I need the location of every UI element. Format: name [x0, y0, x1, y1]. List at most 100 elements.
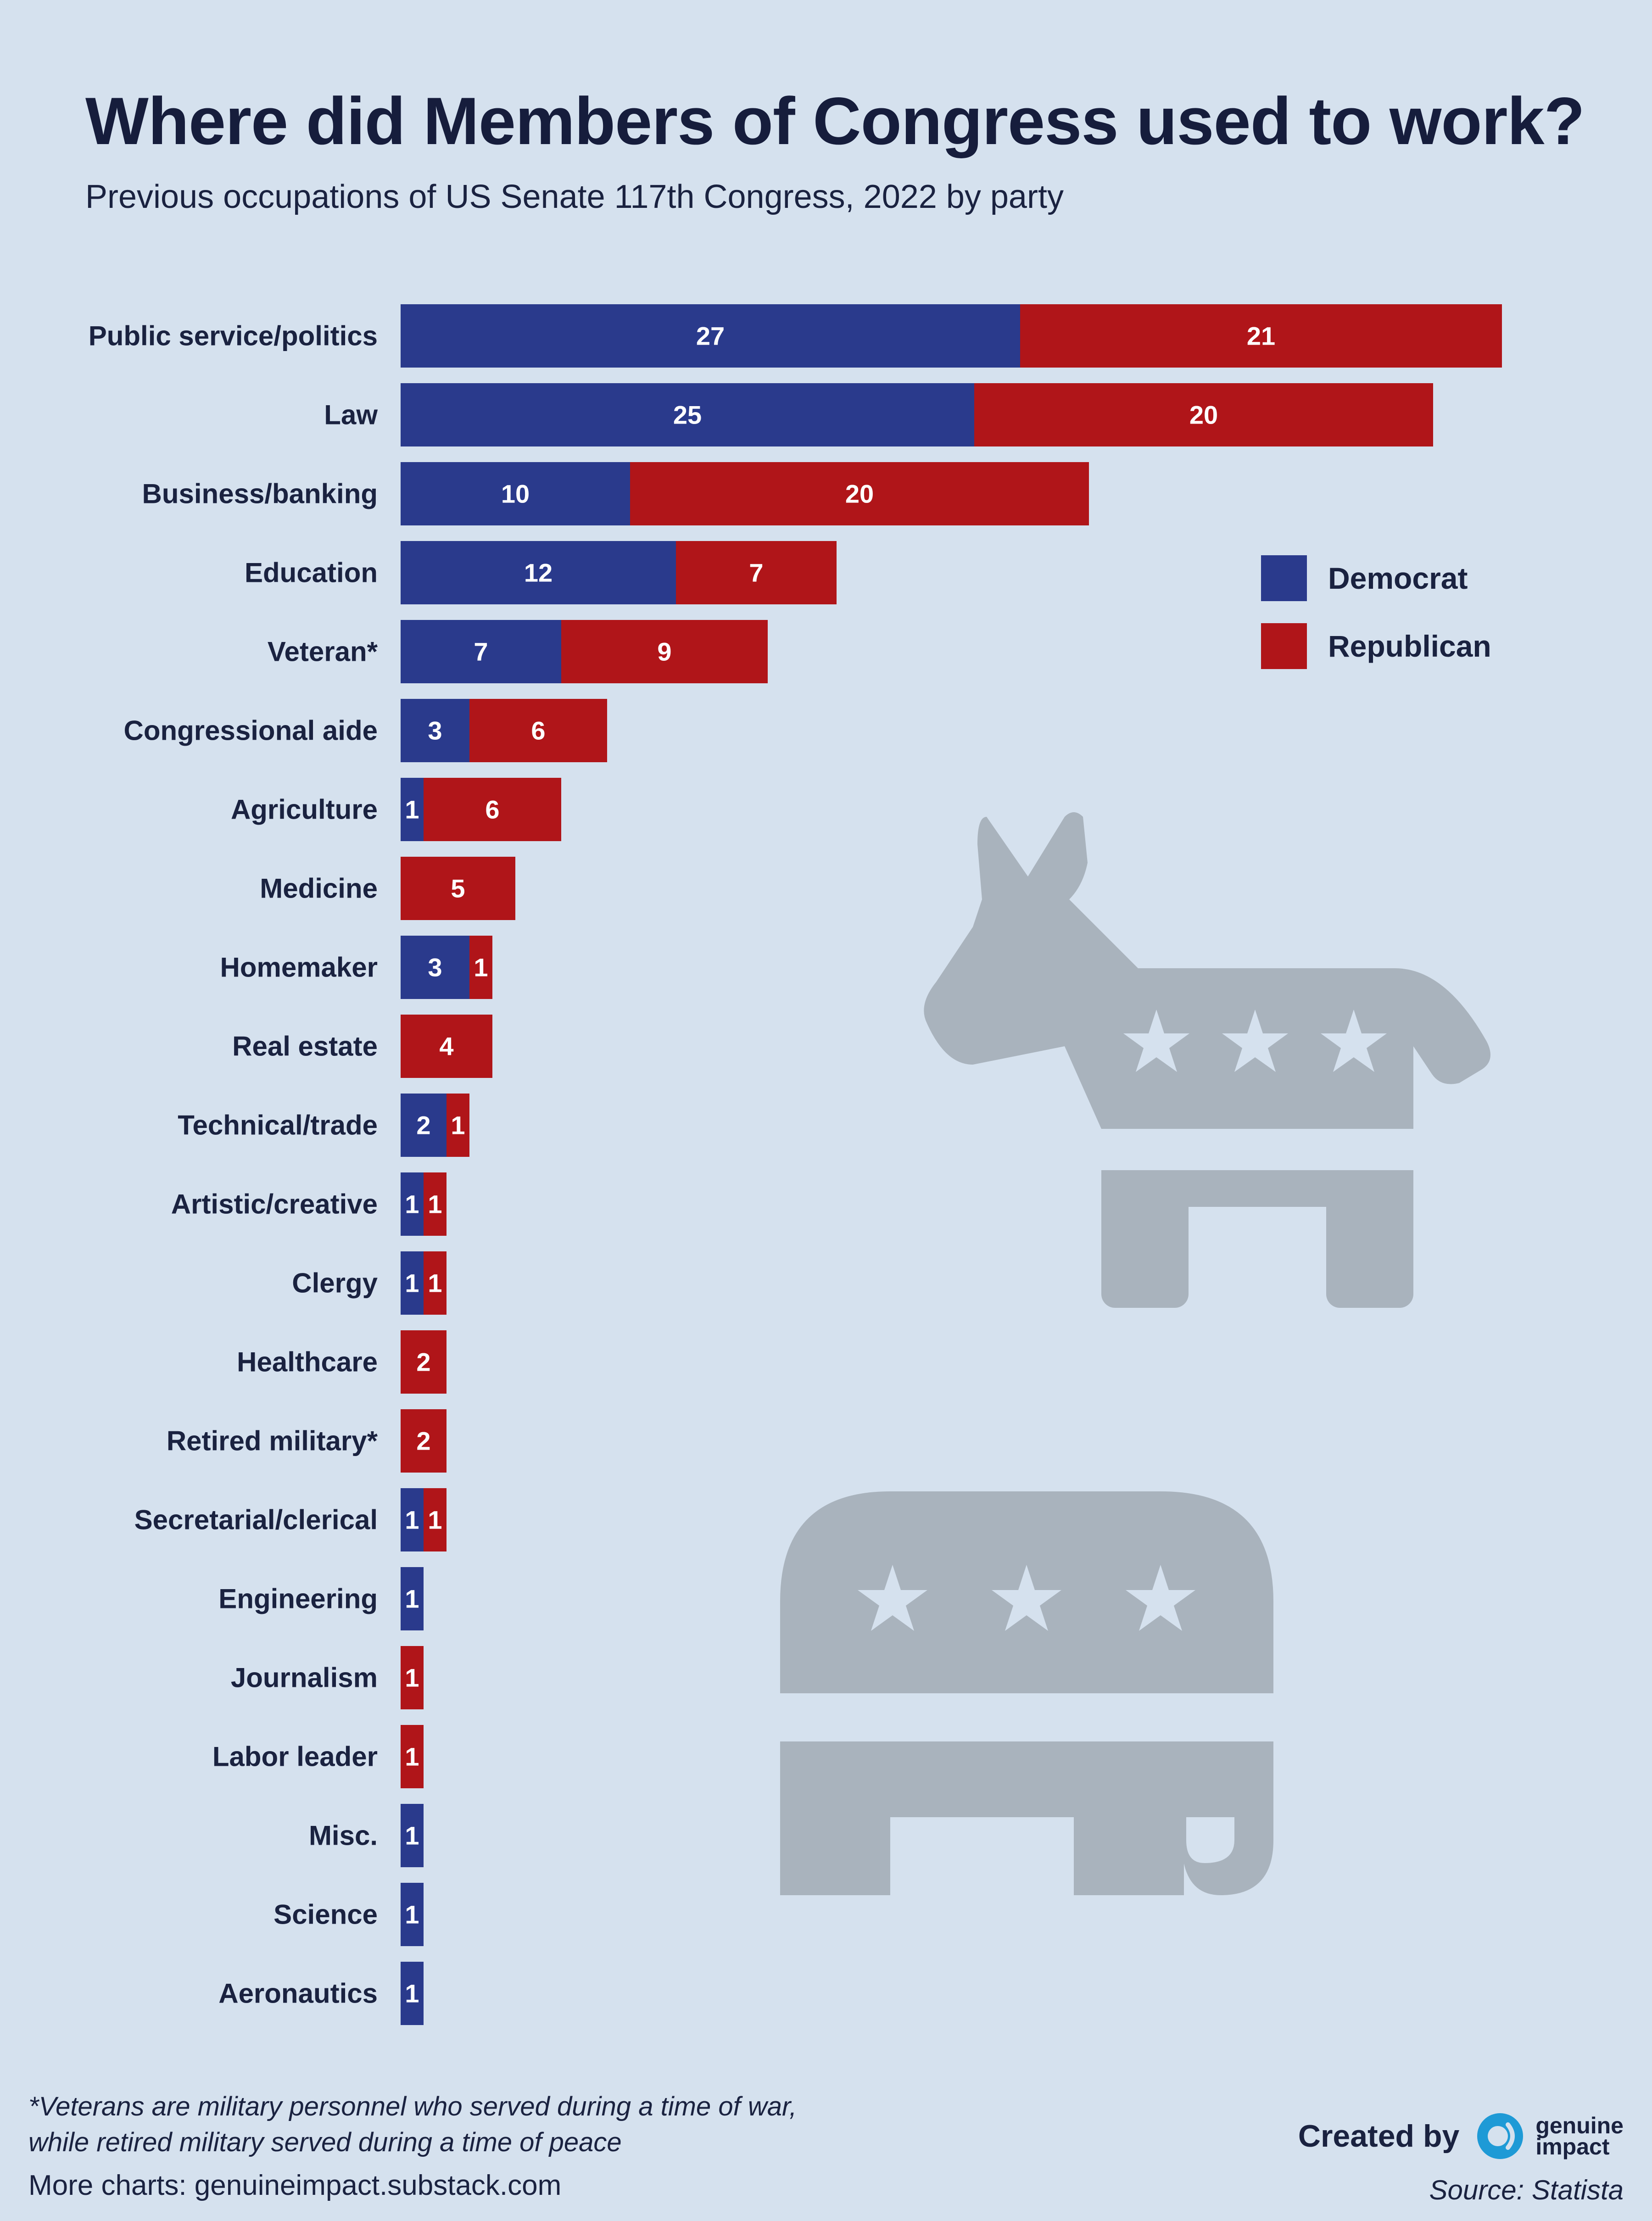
- bar-republican-congressional-aide: [469, 699, 607, 762]
- bar-republican-healthcare: [401, 1330, 446, 1394]
- value-label-republican-healthcare: 2: [416, 1348, 430, 1377]
- bar-democrat-aeronautics: [401, 1962, 424, 2025]
- category-label-agriculture: Agriculture: [231, 794, 378, 825]
- value-label-democrat-business-banking: 10: [501, 480, 530, 508]
- value-label-republican-education: 7: [749, 558, 763, 587]
- more-charts-link[interactable]: More charts: genuineimpact.substack.com: [28, 2170, 562, 2201]
- bar-democrat-misc: [401, 1804, 424, 1867]
- bar-democrat-agriculture: [401, 778, 424, 841]
- category-label-congressional-aide: Congressional aide: [124, 715, 378, 746]
- bar-republican-homemaker: [469, 936, 492, 999]
- category-label-secretarial-clerical: Secretarial/clerical: [134, 1505, 378, 1535]
- value-label-democrat-public-service-politics: 27: [696, 322, 725, 351]
- value-label-democrat-law: 25: [673, 401, 702, 430]
- value-label-republican-agriculture: 6: [485, 795, 499, 824]
- category-label-engineering: Engineering: [218, 1584, 378, 1614]
- brand-name: genuine impact: [1535, 2113, 1624, 2158]
- category-label-healthcare: Healthcare: [237, 1347, 378, 1378]
- value-label-republican-congressional-aide: 6: [531, 716, 545, 745]
- bar-democrat-business-banking: [401, 462, 630, 525]
- category-label-veteran: Veteran*: [268, 636, 378, 667]
- category-label-public-service-politics: Public service/politics: [89, 321, 378, 352]
- value-label-republican-retired-military: 2: [416, 1427, 430, 1456]
- value-label-republican-artistic-creative: 1: [428, 1190, 442, 1219]
- bar-republican-real-estate: [401, 1015, 492, 1078]
- bar-republican-agriculture: [424, 778, 561, 841]
- bar-republican-journalism: [401, 1646, 424, 1709]
- bar-republican-secretarial-clerical: [424, 1488, 446, 1551]
- bar-democrat-secretarial-clerical: [401, 1488, 424, 1551]
- value-label-democrat-misc: 1: [405, 1821, 419, 1850]
- legend-item-democrat: Democrat: [1261, 555, 1491, 601]
- legend-swatch-republican: [1261, 623, 1307, 669]
- value-label-democrat-veteran: 7: [474, 637, 488, 666]
- category-label-law: Law: [324, 400, 378, 430]
- value-label-democrat-education: 12: [524, 558, 553, 587]
- category-label-misc: Misc.: [309, 1820, 378, 1851]
- bar-democrat-clergy: [401, 1251, 424, 1315]
- value-label-republican-business-banking: 20: [845, 480, 874, 508]
- bar-republican-veteran: [561, 620, 768, 683]
- category-label-retired-military: Retired military*: [167, 1426, 378, 1456]
- bar-democrat-engineering: [401, 1567, 424, 1630]
- category-label-homemaker: Homemaker: [220, 952, 378, 983]
- value-label-republican-public-service-politics: 21: [1247, 322, 1275, 351]
- category-label-labor-leader: Labor leader: [212, 1741, 378, 1772]
- category-label-medicine: Medicine: [260, 873, 378, 904]
- value-label-democrat-aeronautics: 1: [405, 1979, 419, 2008]
- category-label-science: Science: [273, 1899, 378, 1930]
- bar-republican-law: [974, 383, 1433, 446]
- value-label-republican-secretarial-clerical: 1: [428, 1506, 442, 1535]
- value-label-democrat-secretarial-clerical: 1: [405, 1506, 419, 1535]
- footnote: *Veterans are military personnel who ser…: [28, 2092, 797, 2157]
- value-label-republican-medicine: 5: [451, 874, 465, 903]
- bar-democrat-science: [401, 1883, 424, 1946]
- value-label-republican-veteran: 9: [657, 637, 671, 666]
- bar-democrat-congressional-aide: [401, 699, 469, 762]
- bar-democrat-artistic-creative: [401, 1172, 424, 1236]
- bar-republican-public-service-politics: [1020, 304, 1502, 368]
- genuine-impact-logo-icon: [1477, 2113, 1524, 2159]
- bar-democrat-homemaker: [401, 936, 469, 999]
- value-label-democrat-science: 1: [405, 1900, 419, 1929]
- bar-democrat-law: [401, 383, 974, 446]
- legend-swatch-democrat: [1261, 555, 1307, 601]
- chart-title: Where did Members of Congress used to wo…: [85, 84, 1585, 158]
- created-by-label: Created by: [1298, 2119, 1460, 2154]
- bar-republican-medicine: [401, 857, 515, 920]
- category-label-real-estate: Real estate: [232, 1031, 378, 1062]
- republican-elephant-icon: [780, 1491, 1273, 1895]
- value-label-democrat-technical-trade: 2: [416, 1111, 430, 1140]
- bar-republican-business-banking: [630, 462, 1089, 525]
- category-label-education: Education: [245, 558, 378, 588]
- category-label-aeronautics: Aeronautics: [218, 1978, 378, 2009]
- bar-democrat-veteran: [401, 620, 561, 683]
- source-note: Source: Statista: [1429, 2175, 1624, 2205]
- value-label-democrat-agriculture: 1: [405, 795, 419, 824]
- value-label-democrat-artistic-creative: 1: [405, 1190, 419, 1219]
- value-label-republican-clergy: 1: [428, 1269, 442, 1298]
- brand-name-line1: genuine: [1535, 2113, 1624, 2138]
- value-label-republican-law: 20: [1189, 401, 1218, 430]
- value-label-republican-homemaker: 1: [474, 953, 488, 982]
- legend: Democrat Republican: [1261, 555, 1491, 691]
- category-label-journalism: Journalism: [231, 1663, 378, 1693]
- bar-democrat-education: [401, 541, 676, 604]
- category-label-business-banking: Business/banking: [142, 479, 378, 509]
- value-label-democrat-homemaker: 3: [428, 953, 442, 982]
- bar-republican-retired-military: [401, 1409, 446, 1473]
- democrat-donkey-icon: [924, 812, 1490, 1308]
- value-label-republican-journalism: 1: [405, 1663, 419, 1692]
- bar-republican-clergy: [424, 1251, 446, 1315]
- bar-republican-artistic-creative: [424, 1172, 446, 1236]
- category-label-clergy: Clergy: [292, 1268, 378, 1299]
- created-by: Created by genuine impact: [1298, 2111, 1624, 2161]
- value-label-republican-real-estate: 4: [439, 1032, 453, 1061]
- legend-label-republican: Republican: [1328, 629, 1491, 663]
- bar-republican-education: [676, 541, 837, 604]
- legend-label-democrat: Democrat: [1328, 561, 1468, 595]
- category-label-artistic-creative: Artistic/creative: [171, 1189, 378, 1220]
- bar-republican-technical-trade: [446, 1094, 469, 1157]
- value-label-democrat-congressional-aide: 3: [428, 716, 442, 745]
